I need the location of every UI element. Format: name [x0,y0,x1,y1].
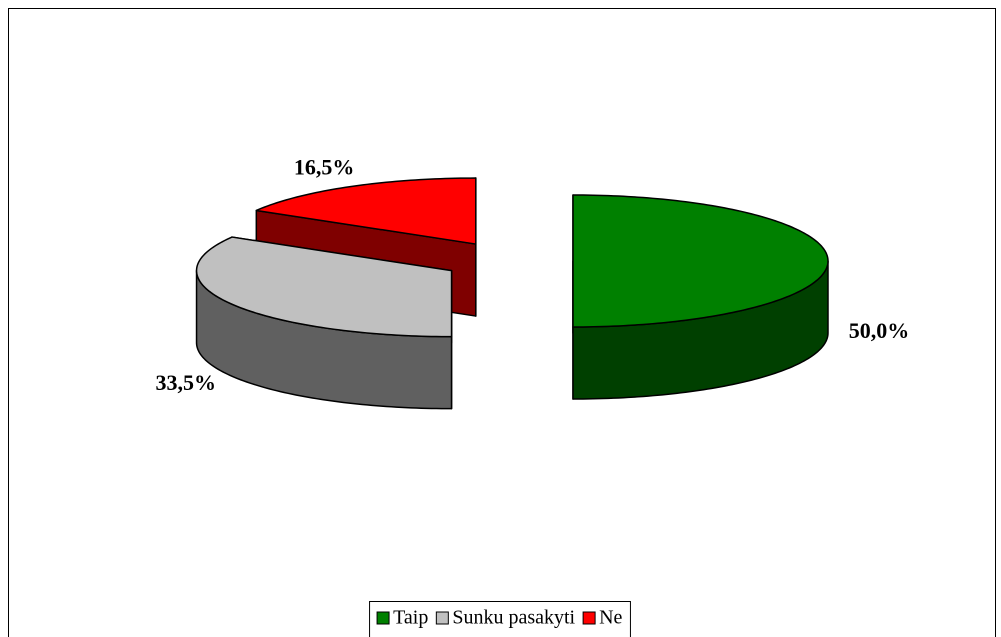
data-label: 33,5% [155,370,216,395]
slice [255,177,477,245]
legend-swatch [435,611,449,625]
legend-swatch [582,611,596,625]
legend-label: Taip [393,607,428,629]
legend-swatch [376,611,390,625]
data-label: 50,0% [849,318,910,343]
pie: 50,0% 33,5% 16,5% [155,155,910,410]
legend-label: Ne [599,607,622,629]
data-label: 16,5% [294,155,355,180]
slice [195,236,453,338]
legend-label: Sunku pasakyti [452,607,575,629]
chart-frame [8,8,996,637]
slice [572,194,829,328]
legend: Taip Sunku pasakyti Ne [369,601,631,637]
